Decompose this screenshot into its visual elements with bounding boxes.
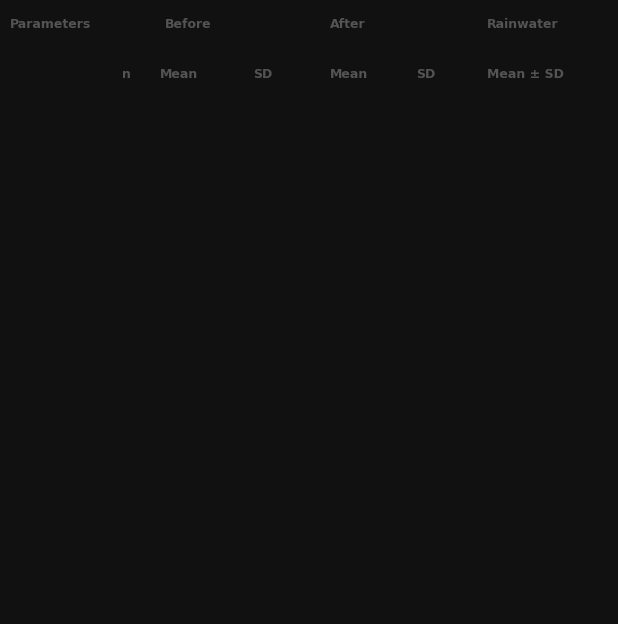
Text: n: n [122,68,131,81]
Text: After: After [330,18,366,31]
Text: Mean: Mean [160,68,198,81]
Text: Rainwater: Rainwater [487,18,559,31]
Text: SD: SD [416,68,435,81]
Text: Mean: Mean [330,68,368,81]
Text: Before: Before [165,18,211,31]
Text: Parameters: Parameters [10,18,91,31]
Text: SD: SD [253,68,273,81]
Text: Mean ± SD: Mean ± SD [487,68,564,81]
